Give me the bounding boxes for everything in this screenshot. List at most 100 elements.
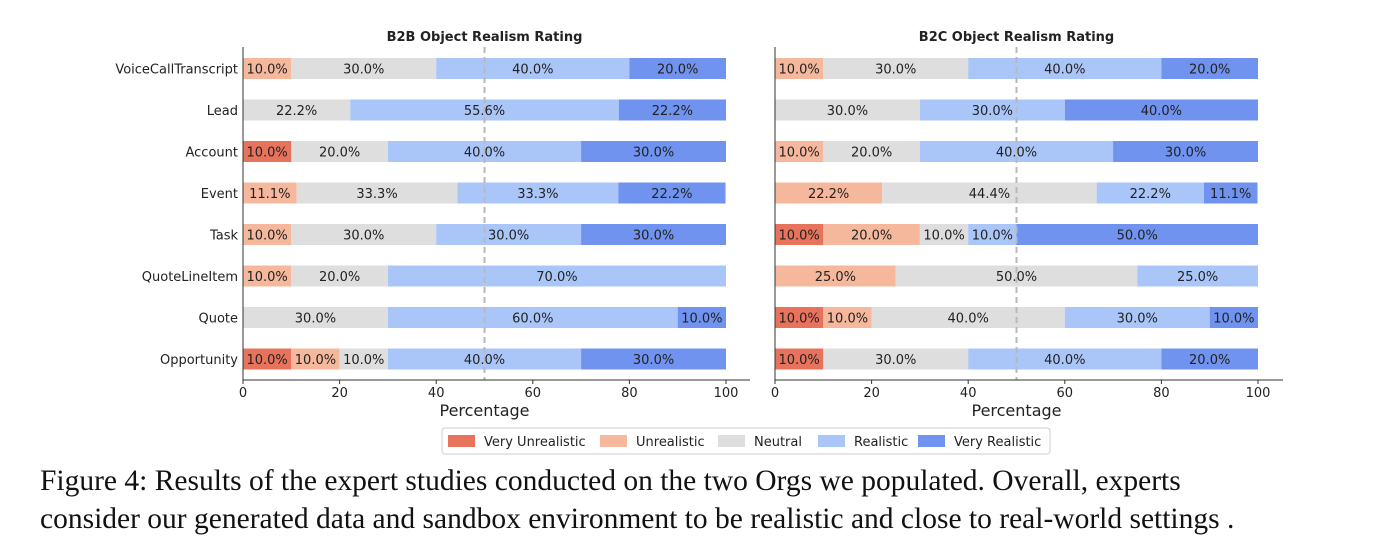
- b2b-bar-task-realistic: [436, 224, 582, 245]
- b2b-bar-label-task-realistic: 30.0%: [488, 228, 529, 243]
- b2c-bar-voicecalltranscript-neutral: [823, 58, 969, 79]
- b2c-bar-account-unrealistic: [775, 141, 824, 162]
- b2c-x-tick-label-80: 80: [1153, 386, 1170, 401]
- b2c-bar-event-unrealistic: [775, 182, 883, 204]
- legend-label-neutral: Neutral: [754, 435, 802, 450]
- b2c-bar-task-neutral: [919, 224, 969, 245]
- b2b-bar-opportunity-very-unrealistic: [243, 348, 292, 370]
- b2b-bar-label-lead-very-realistic: 22.2%: [652, 104, 693, 119]
- b2c-bar-quote-unrealistic: [823, 307, 872, 328]
- b2b-bar-account-very-unrealistic: [243, 141, 292, 162]
- b2b-bar-label-voicecalltranscript-realistic: 40.0%: [512, 62, 553, 77]
- b2b-bar-label-voicecalltranscript-neutral: 30.0%: [343, 62, 384, 77]
- b2b-bar-label-event-neutral: 33.3%: [356, 187, 397, 202]
- b2c-bar-voicecalltranscript-realistic: [968, 58, 1162, 79]
- b2c-bar-opportunity-realistic: [968, 348, 1162, 370]
- b2c-bar-quote-very-realistic: [1209, 307, 1258, 328]
- b2b-bar-label-event-unrealistic: 11.1%: [249, 187, 290, 202]
- b2c-bar-label-quotelineitem-unrealistic: 25.0%: [815, 270, 856, 285]
- b2b-category-label-lead: Lead: [207, 104, 238, 119]
- b2b-bar-voicecalltranscript-unrealistic: [243, 58, 292, 79]
- b2b-bar-label-opportunity-unrealistic: 10.0%: [295, 353, 336, 368]
- b2c-bar-label-task-realistic: 10.0%: [972, 228, 1013, 243]
- b2c-bar-label-task-very-realistic: 50.0%: [1117, 228, 1158, 243]
- b2b-bar-voicecalltranscript-very-realistic: [629, 58, 726, 79]
- b2c-bar-label-opportunity-very-realistic: 20.0%: [1189, 353, 1230, 368]
- b2c-bar-lead-realistic: [919, 99, 1065, 121]
- b2b-category-label-account: Account: [186, 146, 239, 161]
- b2b-bar-event-neutral: [296, 182, 458, 204]
- b2b-bar-label-opportunity-very-unrealistic: 10.0%: [246, 353, 287, 368]
- caption-line-2: consider our generated data and sandbox …: [40, 503, 1235, 535]
- b2b-category-label-task: Task: [209, 229, 239, 244]
- b2b-bar-lead-neutral: [243, 99, 351, 121]
- b2c-bar-label-task-unrealistic: 20.0%: [851, 228, 892, 243]
- b2b-category-label-event: Event: [201, 187, 238, 202]
- b2c-bar-label-account-unrealistic: 10.0%: [778, 145, 819, 160]
- b2b-bar-label-account-very-unrealistic: 10.0%: [246, 145, 287, 160]
- b2b-bar-account-very-realistic: [581, 141, 726, 162]
- b2b-bar-label-quote-very-realistic: 10.0%: [681, 311, 722, 326]
- b2c-x-tick-label-40: 40: [960, 386, 977, 401]
- b2c-bar-quotelineitem-neutral: [895, 265, 1138, 287]
- b2b-bar-label-account-neutral: 20.0%: [319, 145, 360, 160]
- b2b-bar-event-realistic: [457, 182, 619, 204]
- b2c-bar-label-opportunity-neutral: 30.0%: [875, 353, 916, 368]
- b2b-bar-label-quote-realistic: 60.0%: [512, 311, 553, 326]
- b2c-chart-title: B2C Object Realism Rating: [919, 30, 1114, 45]
- b2c-bar-label-lead-very-realistic: 40.0%: [1141, 104, 1182, 119]
- b2c-bar-label-quotelineitem-realistic: 25.0%: [1177, 270, 1218, 285]
- b2b-bar-label-quotelineitem-unrealistic: 10.0%: [246, 270, 287, 285]
- b2c-bar-label-quote-very-unrealistic: 10.0%: [778, 311, 819, 326]
- b2b-bar-label-event-realistic: 33.3%: [517, 187, 558, 202]
- b2c-bar-event-neutral: [882, 182, 1097, 204]
- b2b-x-tick-label-60: 60: [525, 386, 542, 401]
- b2b-bar-quotelineitem-neutral: [291, 265, 388, 287]
- b2c-bar-opportunity-very-realistic: [1161, 348, 1258, 370]
- b2b-bar-opportunity-neutral: [339, 348, 388, 370]
- b2c-bar-task-very-realistic: [1016, 224, 1258, 245]
- b2c-x-tick-label-20: 20: [863, 386, 880, 401]
- b2c-bar-label-voicecalltranscript-neutral: 30.0%: [875, 62, 916, 77]
- legend-swatch-very-unrealistic: [448, 435, 475, 447]
- b2b-bar-event-very-realistic: [618, 182, 726, 204]
- b2b-bar-task-unrealistic: [243, 224, 292, 245]
- b2c-bar-label-quote-unrealistic: 10.0%: [827, 311, 868, 326]
- b2b-x-axis-label: Percentage: [439, 401, 529, 420]
- b2b-category-label-quotelineitem: QuoteLineItem: [142, 270, 238, 285]
- b2c-x-tick-label-60: 60: [1057, 386, 1074, 401]
- b2c-bar-quote-realistic: [1064, 307, 1210, 328]
- b2c-bar-quotelineitem-realistic: [1137, 265, 1258, 287]
- b2c-bar-voicecalltranscript-very-realistic: [1161, 58, 1258, 79]
- b2c-bar-quotelineitem-unrealistic: [775, 265, 896, 287]
- legend-swatch-very-realistic: [918, 435, 945, 447]
- b2b-bar-label-opportunity-neutral: 10.0%: [343, 353, 384, 368]
- b2c-bar-label-quote-realistic: 30.0%: [1117, 311, 1158, 326]
- b2b-bar-label-task-very-realistic: 30.0%: [633, 228, 674, 243]
- b2c-bar-label-task-very-unrealistic: 10.0%: [778, 228, 819, 243]
- b2c-x-axis-label: Percentage: [971, 401, 1061, 420]
- b2c-bar-label-voicecalltranscript-unrealistic: 10.0%: [778, 62, 819, 77]
- b2c-x-tick-label-0: 0: [771, 386, 779, 401]
- b2b-bar-label-voicecalltranscript-very-realistic: 20.0%: [657, 62, 698, 77]
- b2b-bar-opportunity-unrealistic: [291, 348, 340, 370]
- b2b-chart-title: B2B Object Realism Rating: [387, 30, 583, 45]
- b2c-bar-task-unrealistic: [823, 224, 920, 245]
- b2c-bar-label-opportunity-realistic: 40.0%: [1044, 353, 1085, 368]
- b2b-bar-task-neutral: [291, 224, 437, 245]
- b2b-bar-label-lead-neutral: 22.2%: [276, 104, 317, 119]
- caption-line-1: Figure 4: Results of the expert studies …: [40, 465, 1181, 497]
- b2b-x-tick-label-100: 100: [714, 386, 739, 401]
- b2b-bar-task-very-realistic: [581, 224, 726, 245]
- b2b-bar-label-account-very-realistic: 30.0%: [633, 145, 674, 160]
- b2b-bar-quote-very-realistic: [677, 307, 726, 328]
- b2b-category-label-voicecalltranscript: VoiceCallTranscript: [115, 63, 238, 78]
- b2b-bar-quotelineitem-realistic: [387, 265, 726, 287]
- legend-frame: [441, 427, 1051, 455]
- legend-label-realistic: Realistic: [854, 435, 908, 450]
- legend-label-very-realistic: Very Realistic: [954, 435, 1041, 450]
- b2c-chart: B2C Object Realism Rating 10.0% 30.0% 40.0%…: [771, 30, 1283, 420]
- legend-swatch-realistic: [818, 435, 845, 447]
- b2c-bar-label-quote-very-realistic: 10.0%: [1213, 311, 1254, 326]
- b2c-bar-quote-very-unrealistic: [775, 307, 824, 328]
